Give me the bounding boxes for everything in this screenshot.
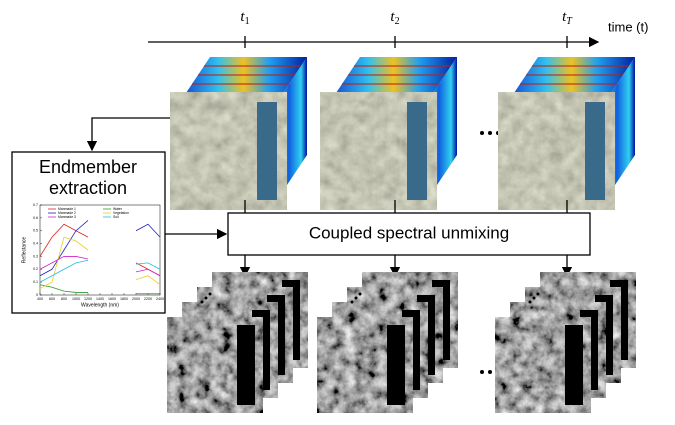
ellipsis-dot (201, 301, 204, 304)
x-tick-label: 2400 (156, 297, 164, 301)
x-tick-label: 1800 (120, 297, 128, 301)
arrow (92, 118, 180, 150)
x-tick-label: 1000 (72, 297, 80, 301)
time-label: t1 (240, 9, 249, 27)
y-tick-label: 0.7 (33, 203, 38, 207)
time-subscript: 2 (395, 16, 400, 27)
y-tick-label: 0.4 (33, 242, 38, 246)
ellipsis-dot (351, 301, 354, 304)
y-axis-label: Reflectance (21, 237, 27, 264)
x-tick-label: 1400 (96, 297, 104, 301)
legend-label: Soil (113, 215, 119, 219)
endmember-title: Endmember (39, 157, 137, 177)
x-tick-label: 800 (61, 297, 67, 301)
ellipsis-dot (359, 293, 362, 296)
abundance-sea (387, 325, 405, 405)
ellipsis-dot (355, 297, 358, 300)
time-label: time (t) (608, 19, 648, 34)
x-tick-label: 1200 (84, 297, 92, 301)
y-tick-label: 0.5 (33, 229, 38, 233)
x-tick-label: 400 (37, 297, 43, 301)
time-label: tT (562, 9, 573, 27)
y-tick-label: 0.3 (33, 254, 38, 258)
time-label: t2 (390, 9, 399, 27)
ellipsis-dot (533, 297, 536, 300)
legend-label: Manmade 3 (58, 215, 76, 219)
coast (257, 102, 277, 200)
abundance-sea (565, 325, 583, 405)
time-subscript: 1 (245, 16, 250, 27)
x-tick-label: 600 (49, 297, 55, 301)
time-subscript: T (566, 16, 573, 27)
y-tick-label: 0.1 (33, 280, 38, 284)
coast (585, 102, 605, 200)
x-axis-label: Wavelength (nm) (81, 302, 119, 308)
y-tick-label: 0.2 (33, 267, 38, 271)
x-tick-label: 2000 (132, 297, 140, 301)
ellipsis-dot (537, 293, 540, 296)
ellipsis-dot (209, 293, 212, 296)
ellipsis-dot (205, 297, 208, 300)
y-tick-label: 0 (36, 293, 38, 297)
x-tick-label: 1600 (108, 297, 116, 301)
unmixing-title: Coupled spectral unmixing (309, 223, 509, 242)
coast (407, 102, 427, 200)
x-tick-label: 2200 (144, 297, 152, 301)
abundance-sea (237, 325, 255, 405)
ellipsis-dot (529, 301, 532, 304)
endmember-title: extraction (49, 178, 127, 198)
diagram: t1 t2 tT 400 600 800 1000 1200 1400 1600 1800 2000 2… (0, 0, 675, 425)
y-tick-label: 0.6 (33, 216, 38, 220)
